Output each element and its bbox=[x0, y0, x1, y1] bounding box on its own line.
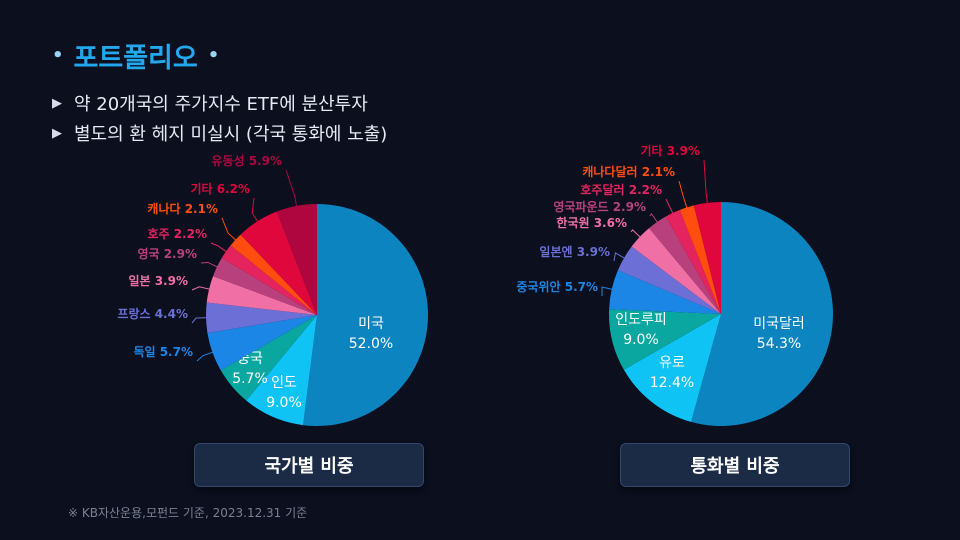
slice-value: 9.0% bbox=[623, 332, 659, 348]
pie-slice bbox=[649, 216, 721, 314]
slice-label: 한국원 3.6% bbox=[556, 215, 627, 230]
leader-line bbox=[196, 348, 224, 362]
leader-line bbox=[191, 317, 218, 324]
pie-slice bbox=[617, 246, 721, 314]
bullet-item: ▶ 별도의 환 헤지 미실시 (각국 통화에 노출) bbox=[52, 118, 387, 148]
triangle-right-icon: ▶ bbox=[52, 125, 62, 141]
pie-slice bbox=[609, 309, 721, 370]
slice-label: 미국달러 bbox=[753, 316, 805, 332]
leader-line bbox=[630, 229, 649, 245]
pie-slice bbox=[276, 204, 317, 315]
slice-value: 9.0% bbox=[266, 395, 302, 411]
slice-label: 캐나다 2.1% bbox=[147, 201, 218, 216]
slice-label: 호주 2.2% bbox=[147, 227, 207, 241]
pie-slice bbox=[221, 245, 317, 315]
leader-line bbox=[665, 198, 678, 224]
pie-slice bbox=[220, 315, 317, 401]
slice-label: 유로 bbox=[659, 355, 685, 371]
leader-line bbox=[191, 286, 220, 293]
pie-slice bbox=[609, 270, 721, 314]
slice-label: 일본 3.9% bbox=[128, 274, 188, 288]
leader-line bbox=[601, 286, 623, 297]
leader-line bbox=[210, 242, 236, 259]
slice-label: 미국 bbox=[358, 316, 384, 332]
pie-slice bbox=[207, 315, 317, 371]
slice-label: 유동성 5.9% bbox=[211, 154, 282, 168]
slice-label: 기타 6.2% bbox=[190, 181, 250, 196]
pie-slice bbox=[206, 276, 317, 315]
slice-label: 프랑스 4.4% bbox=[117, 307, 188, 321]
page-title-text: 포트폴리오 bbox=[73, 43, 198, 74]
slice-label: 일본엔 3.9% bbox=[539, 244, 610, 259]
bullet-text: 별도의 환 헤지 미실시 (각국 통화에 노출) bbox=[74, 124, 388, 145]
slice-label: 기타 3.9% bbox=[640, 143, 700, 158]
pie-slice bbox=[693, 202, 721, 314]
country-weight-button[interactable]: 국가별 비중 bbox=[194, 443, 424, 487]
slice-value: 54.3% bbox=[757, 336, 801, 352]
slice-label: 인도루피 bbox=[615, 312, 667, 328]
bullet-dot-icon: • bbox=[207, 45, 220, 66]
leader-line bbox=[649, 212, 664, 232]
leader-line bbox=[251, 197, 264, 231]
currency-weight-button[interactable]: 통화별 비중 bbox=[620, 443, 850, 487]
leader-line bbox=[613, 252, 635, 264]
pie-chart-1: 미국달러 54.3% 유로 12.4% 인도루피 9.0% 중국위안 5.7% 일본엔 3.9… bbox=[516, 143, 833, 426]
bullet-item: ▶ 약 20개국의 주가지수 ETF에 분산투자 bbox=[52, 88, 387, 118]
pie-slice bbox=[303, 204, 429, 426]
pie-slice bbox=[691, 202, 833, 426]
slice-value: 52.0% bbox=[349, 336, 393, 352]
slice-label: 호주달러 2.2% bbox=[580, 182, 662, 197]
slice-value: 12.4% bbox=[650, 375, 694, 391]
slice-label: 독일 5.7% bbox=[133, 345, 193, 359]
footnote: ※ KB자산운용,모펀드 기준, 2023.12.31 기준 bbox=[68, 506, 308, 520]
pie-slice bbox=[213, 257, 317, 315]
slice-label: 인도 bbox=[271, 375, 297, 391]
slice-label: 캐나다달러 2.1% bbox=[582, 164, 675, 179]
slice-value: 5.7% bbox=[232, 371, 268, 387]
leader-line bbox=[703, 159, 710, 215]
slice-label: 영국 2.9% bbox=[137, 246, 197, 261]
pie-slice bbox=[230, 234, 317, 315]
leader-line bbox=[678, 180, 691, 219]
bullet-text: 약 20개국의 주가지수 ETF에 분산투자 bbox=[74, 94, 368, 115]
page-title: • 포트폴리오 • bbox=[52, 36, 219, 75]
bullet-dot-icon: • bbox=[52, 45, 64, 66]
leader-line bbox=[285, 169, 300, 217]
slice-label: 중국위안 5.7% bbox=[516, 279, 598, 294]
triangle-right-icon: ▶ bbox=[52, 95, 62, 111]
pie-slice bbox=[205, 302, 317, 334]
pie-slice bbox=[665, 209, 721, 314]
leader-line bbox=[221, 217, 244, 248]
slice-label: 영국파운드 2.9% bbox=[553, 199, 646, 214]
bullet-list: ▶ 약 20개국의 주가지수 ETF에 분산투자 ▶ 별도의 환 헤지 미실시 … bbox=[52, 88, 387, 148]
pie-slice bbox=[246, 315, 317, 426]
pie-slice bbox=[240, 211, 317, 315]
pie-slice bbox=[631, 228, 721, 314]
leader-line bbox=[200, 261, 228, 273]
pie-slice bbox=[679, 205, 721, 314]
pie-slice bbox=[623, 314, 721, 422]
